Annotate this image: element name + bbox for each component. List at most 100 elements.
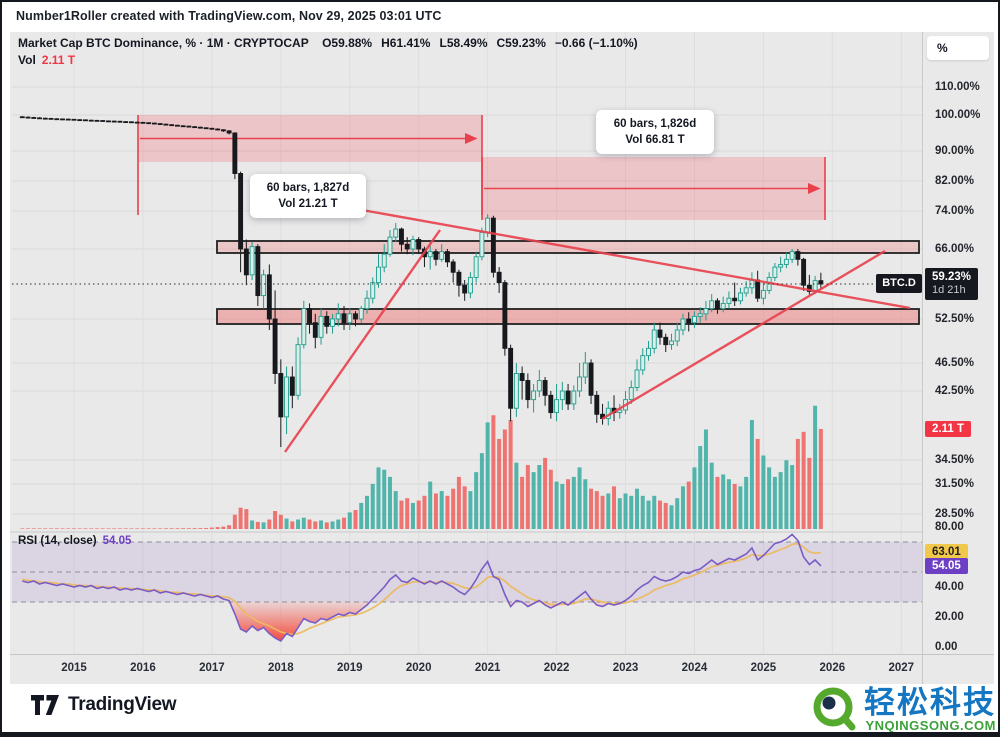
candle [186, 125, 192, 128]
volume-bar [692, 467, 697, 529]
year-label[interactable]: 2025 [750, 662, 777, 674]
candle [490, 215, 496, 278]
volume-bar [606, 493, 611, 529]
low-value: L58.49% [439, 36, 488, 50]
volume-bar [635, 488, 640, 529]
volume-bar [790, 465, 795, 529]
candle [295, 337, 301, 400]
candle [163, 123, 169, 126]
volume-bar [755, 438, 760, 529]
rsi-line[interactable] [22, 533, 822, 643]
volume-bar [497, 438, 502, 529]
candle [381, 244, 387, 273]
candle [318, 308, 324, 345]
price-scale[interactable]: % 110.00% 100.00% 90.00% 82.00% 74.00% 66.00%… [922, 32, 994, 684]
candle [65, 118, 71, 121]
candle [111, 120, 117, 123]
volume-bar [767, 467, 772, 529]
year-label[interactable]: 2022 [543, 662, 570, 674]
volume-histogram [20, 405, 823, 529]
symbol-legend[interactable]: Market Cap BTC Dominance, % · 1M · CRYPT… [18, 36, 647, 50]
volume-bar [514, 462, 519, 529]
price-tick-label: 66.00% [935, 243, 975, 255]
tradingview-logo[interactable]: TradingView [30, 694, 177, 716]
volume-bar [439, 491, 444, 529]
volume-bar [135, 528, 140, 529]
candle [301, 300, 307, 349]
rsi-ma-badge: 63.01 [925, 544, 968, 561]
rsi-legend[interactable]: RSI (14, close) 54.05 [18, 535, 131, 547]
volume-bar [600, 495, 605, 529]
volume-bar [761, 455, 766, 529]
year-label[interactable]: 2024 [681, 662, 708, 674]
candle [106, 120, 111, 123]
year-label[interactable]: 2015 [61, 662, 87, 674]
volume-bar [284, 518, 289, 529]
volume-bar [382, 469, 387, 529]
candle [123, 121, 129, 124]
candle [174, 124, 180, 127]
tradingview-logo-text: TradingView [68, 694, 177, 715]
volume-bar [663, 502, 668, 529]
volume-bar [508, 419, 513, 529]
measure-bars-text: 60 bars, 1,827d [266, 182, 350, 194]
candle [387, 230, 393, 257]
volume-bar [215, 527, 220, 529]
candle [249, 241, 255, 281]
year-label[interactable]: 2026 [819, 662, 846, 674]
change-value: −0.66 (−1.10%) [554, 36, 638, 50]
volume-bar [778, 472, 783, 529]
volume-bar [146, 528, 151, 529]
volume-bar [359, 502, 364, 529]
candle [588, 359, 594, 404]
rsi-tick-label: 80.00 [935, 521, 964, 533]
candle [720, 296, 726, 313]
volume-bar [571, 476, 576, 529]
time-axis[interactable]: 2015 2016 2017 2018 2019 2020 2021 2022 2023 2024… [10, 654, 994, 684]
symbol-title[interactable]: Market Cap BTC Dominance, % · 1M · CRYPT… [18, 36, 309, 50]
measure-range-drawings[interactable] [137, 115, 826, 220]
candle [456, 269, 462, 297]
year-label[interactable]: 2021 [474, 662, 501, 674]
volume-bar [813, 405, 818, 529]
volume-bar [537, 465, 542, 529]
year-label[interactable]: 2027 [888, 662, 915, 674]
volume-bar [387, 476, 392, 529]
volume-bar [657, 500, 662, 529]
year-label[interactable]: 2023 [612, 662, 639, 674]
year-label[interactable]: 2018 [268, 662, 294, 674]
candle [554, 384, 560, 422]
volume-bar [709, 462, 714, 529]
price-tick-label: 34.50% [935, 454, 975, 466]
trendlines[interactable] [284, 208, 911, 453]
candle [60, 118, 65, 121]
unit-percent-button[interactable]: % [927, 36, 989, 60]
rsi-value: 54.05 [102, 535, 132, 547]
volume-bar [163, 528, 168, 529]
volume-bar [566, 479, 571, 529]
volume-bar [640, 495, 645, 529]
candle [571, 385, 577, 410]
year-label[interactable]: 2019 [336, 662, 363, 674]
chart-canvas[interactable] [10, 32, 994, 684]
price-tick-label: 90.00% [935, 145, 975, 157]
candle [341, 305, 347, 330]
volume-bar [680, 486, 685, 529]
rsi-tick-label: 0.00 [935, 641, 958, 653]
year-label[interactable]: 2016 [130, 662, 156, 674]
year-label[interactable]: 2020 [405, 662, 432, 674]
volume-legend[interactable]: Vol 2.11 T [18, 53, 75, 67]
volume-bar [749, 419, 754, 529]
volume-bar [560, 483, 565, 529]
price-tick-label: 110.00% [935, 81, 980, 93]
volume-bar [49, 528, 54, 529]
candle [128, 121, 134, 124]
price-tick-label: 46.50% [935, 357, 975, 369]
candle [312, 313, 318, 349]
year-label[interactable]: 2017 [199, 662, 225, 674]
candle [278, 359, 284, 448]
candle [634, 359, 640, 391]
volume-bar [410, 502, 415, 529]
candle [703, 300, 709, 321]
candles-layer[interactable] [19, 116, 824, 448]
